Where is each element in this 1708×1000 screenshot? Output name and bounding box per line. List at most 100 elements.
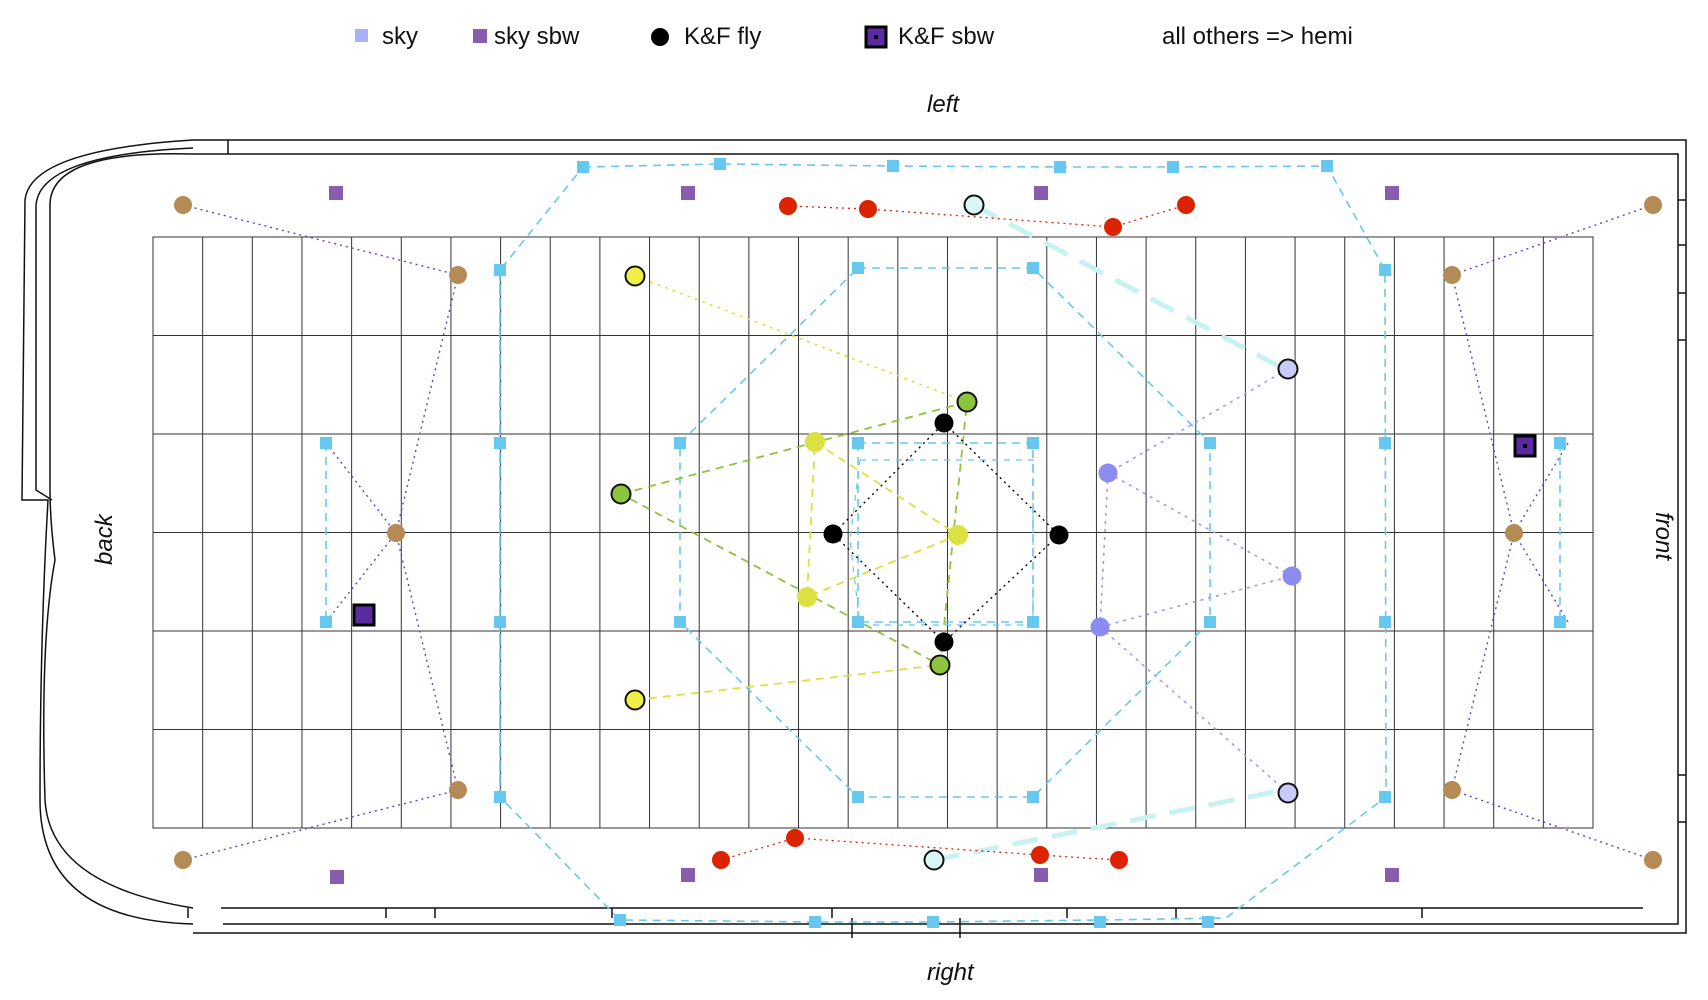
red-light xyxy=(1104,218,1122,236)
green-light xyxy=(610,483,632,505)
sky-sbw-marker xyxy=(1034,186,1048,200)
sky-sbw-marker xyxy=(681,186,695,200)
legend-note: all others => hemi xyxy=(1162,23,1353,50)
lavender-light xyxy=(1282,566,1302,586)
lavender-light xyxy=(1277,782,1299,804)
sky-marker xyxy=(1379,437,1391,449)
legend-sky-swatch xyxy=(355,29,368,42)
sky-marker xyxy=(887,160,899,172)
tan-markers xyxy=(174,196,1662,869)
yellow-bottom-line xyxy=(634,664,941,701)
sky-marker xyxy=(1027,616,1039,628)
red-bottom-line xyxy=(720,837,1120,861)
pale-cyan-light xyxy=(963,194,985,216)
legend-kf-sbw-label: K&F sbw xyxy=(898,23,995,50)
kf-fly-light xyxy=(934,632,954,652)
tan-light xyxy=(1644,196,1662,214)
sky-marker xyxy=(852,437,864,449)
side-label-left: left xyxy=(927,91,960,118)
legend-sky-label: sky xyxy=(382,23,418,50)
yellow-light xyxy=(624,265,646,287)
red-light xyxy=(1177,196,1195,214)
sky-marker xyxy=(1027,791,1039,803)
sky-marker xyxy=(1379,791,1391,803)
sky-marker xyxy=(674,437,686,449)
tan-light xyxy=(174,196,192,214)
lavender-light xyxy=(1277,358,1299,380)
kf-fly-light xyxy=(1049,525,1069,545)
pale-cyan-dash-bottom xyxy=(933,787,1285,863)
sky-marker xyxy=(1554,437,1566,449)
tan-light xyxy=(1644,851,1662,869)
sky-marker xyxy=(809,916,821,928)
sky-marker xyxy=(852,262,864,274)
green-outline xyxy=(620,400,969,667)
sky-marker xyxy=(1054,161,1066,173)
sky-marker xyxy=(852,791,864,803)
inner-cyan-outline xyxy=(849,459,1034,626)
sky-marker xyxy=(577,161,589,173)
red-light xyxy=(712,851,730,869)
tan-light xyxy=(1505,524,1523,542)
side-label-right: right xyxy=(927,959,975,986)
green-light xyxy=(956,391,978,413)
pale-cyan-dash-top xyxy=(972,202,1286,372)
sky-marker xyxy=(1379,264,1391,276)
kf-fly-markers xyxy=(823,413,1069,652)
kf-sbw-markers xyxy=(352,434,1537,627)
sky-markers xyxy=(320,158,1566,928)
legend: sky sky sbw K&F fly K&F sbw all others =… xyxy=(355,23,1353,50)
sky-marker xyxy=(1167,161,1179,173)
lavender-markers xyxy=(1090,358,1302,804)
sky-marker xyxy=(320,437,332,449)
green-markers xyxy=(610,391,978,676)
lavender-light xyxy=(1098,463,1118,483)
pale-cyan-markers xyxy=(923,194,985,871)
red-light xyxy=(859,200,877,218)
field-grid xyxy=(152,236,1594,829)
sky-sbw-marker xyxy=(329,186,343,200)
tan-light xyxy=(449,266,467,284)
sky-sbw-marker xyxy=(1385,186,1399,200)
tan-light xyxy=(1443,266,1461,284)
sky-marker xyxy=(494,791,506,803)
sky-marker xyxy=(1321,160,1333,172)
tan-light xyxy=(174,851,192,869)
red-light xyxy=(779,197,797,215)
sky-marker xyxy=(614,914,626,926)
sky-sbw-marker xyxy=(1385,868,1399,882)
sky-marker xyxy=(1094,916,1106,928)
legend-kf-fly-swatch xyxy=(651,28,669,46)
sky-marker xyxy=(1554,616,1566,628)
sky-marker xyxy=(494,437,506,449)
kf-fly-light xyxy=(934,413,954,433)
sky-marker xyxy=(852,616,864,628)
tan-light xyxy=(449,781,467,799)
tan-purple-lines xyxy=(182,204,1654,861)
red-light xyxy=(1031,846,1049,864)
red-markers xyxy=(712,196,1195,869)
red-light xyxy=(786,829,804,847)
sky-marker xyxy=(927,916,939,928)
sky-marker xyxy=(1204,437,1216,449)
sky-marker xyxy=(1202,916,1214,928)
sky-marker xyxy=(1027,262,1039,274)
sky-sbw-marker xyxy=(681,868,695,882)
legend-kf-sbw-swatch-dot xyxy=(874,35,878,39)
yellow-markers xyxy=(624,265,968,711)
sky-sbw-marker xyxy=(330,870,344,884)
yellow-line xyxy=(634,275,968,403)
legend-sky-sbw-label: sky sbw xyxy=(494,23,580,50)
sky-outer-outline xyxy=(499,163,1387,923)
sky-marker xyxy=(1379,616,1391,628)
sky-marker xyxy=(714,158,726,170)
legend-sky-sbw-swatch xyxy=(473,29,487,43)
red-top-line xyxy=(787,204,1187,228)
kf-sbw-marker xyxy=(352,603,376,627)
connection-lines xyxy=(182,163,1654,923)
sky-sbw-marker xyxy=(1034,868,1048,882)
sky-marker xyxy=(320,616,332,628)
tan-light xyxy=(387,524,405,542)
green-light xyxy=(929,654,951,676)
